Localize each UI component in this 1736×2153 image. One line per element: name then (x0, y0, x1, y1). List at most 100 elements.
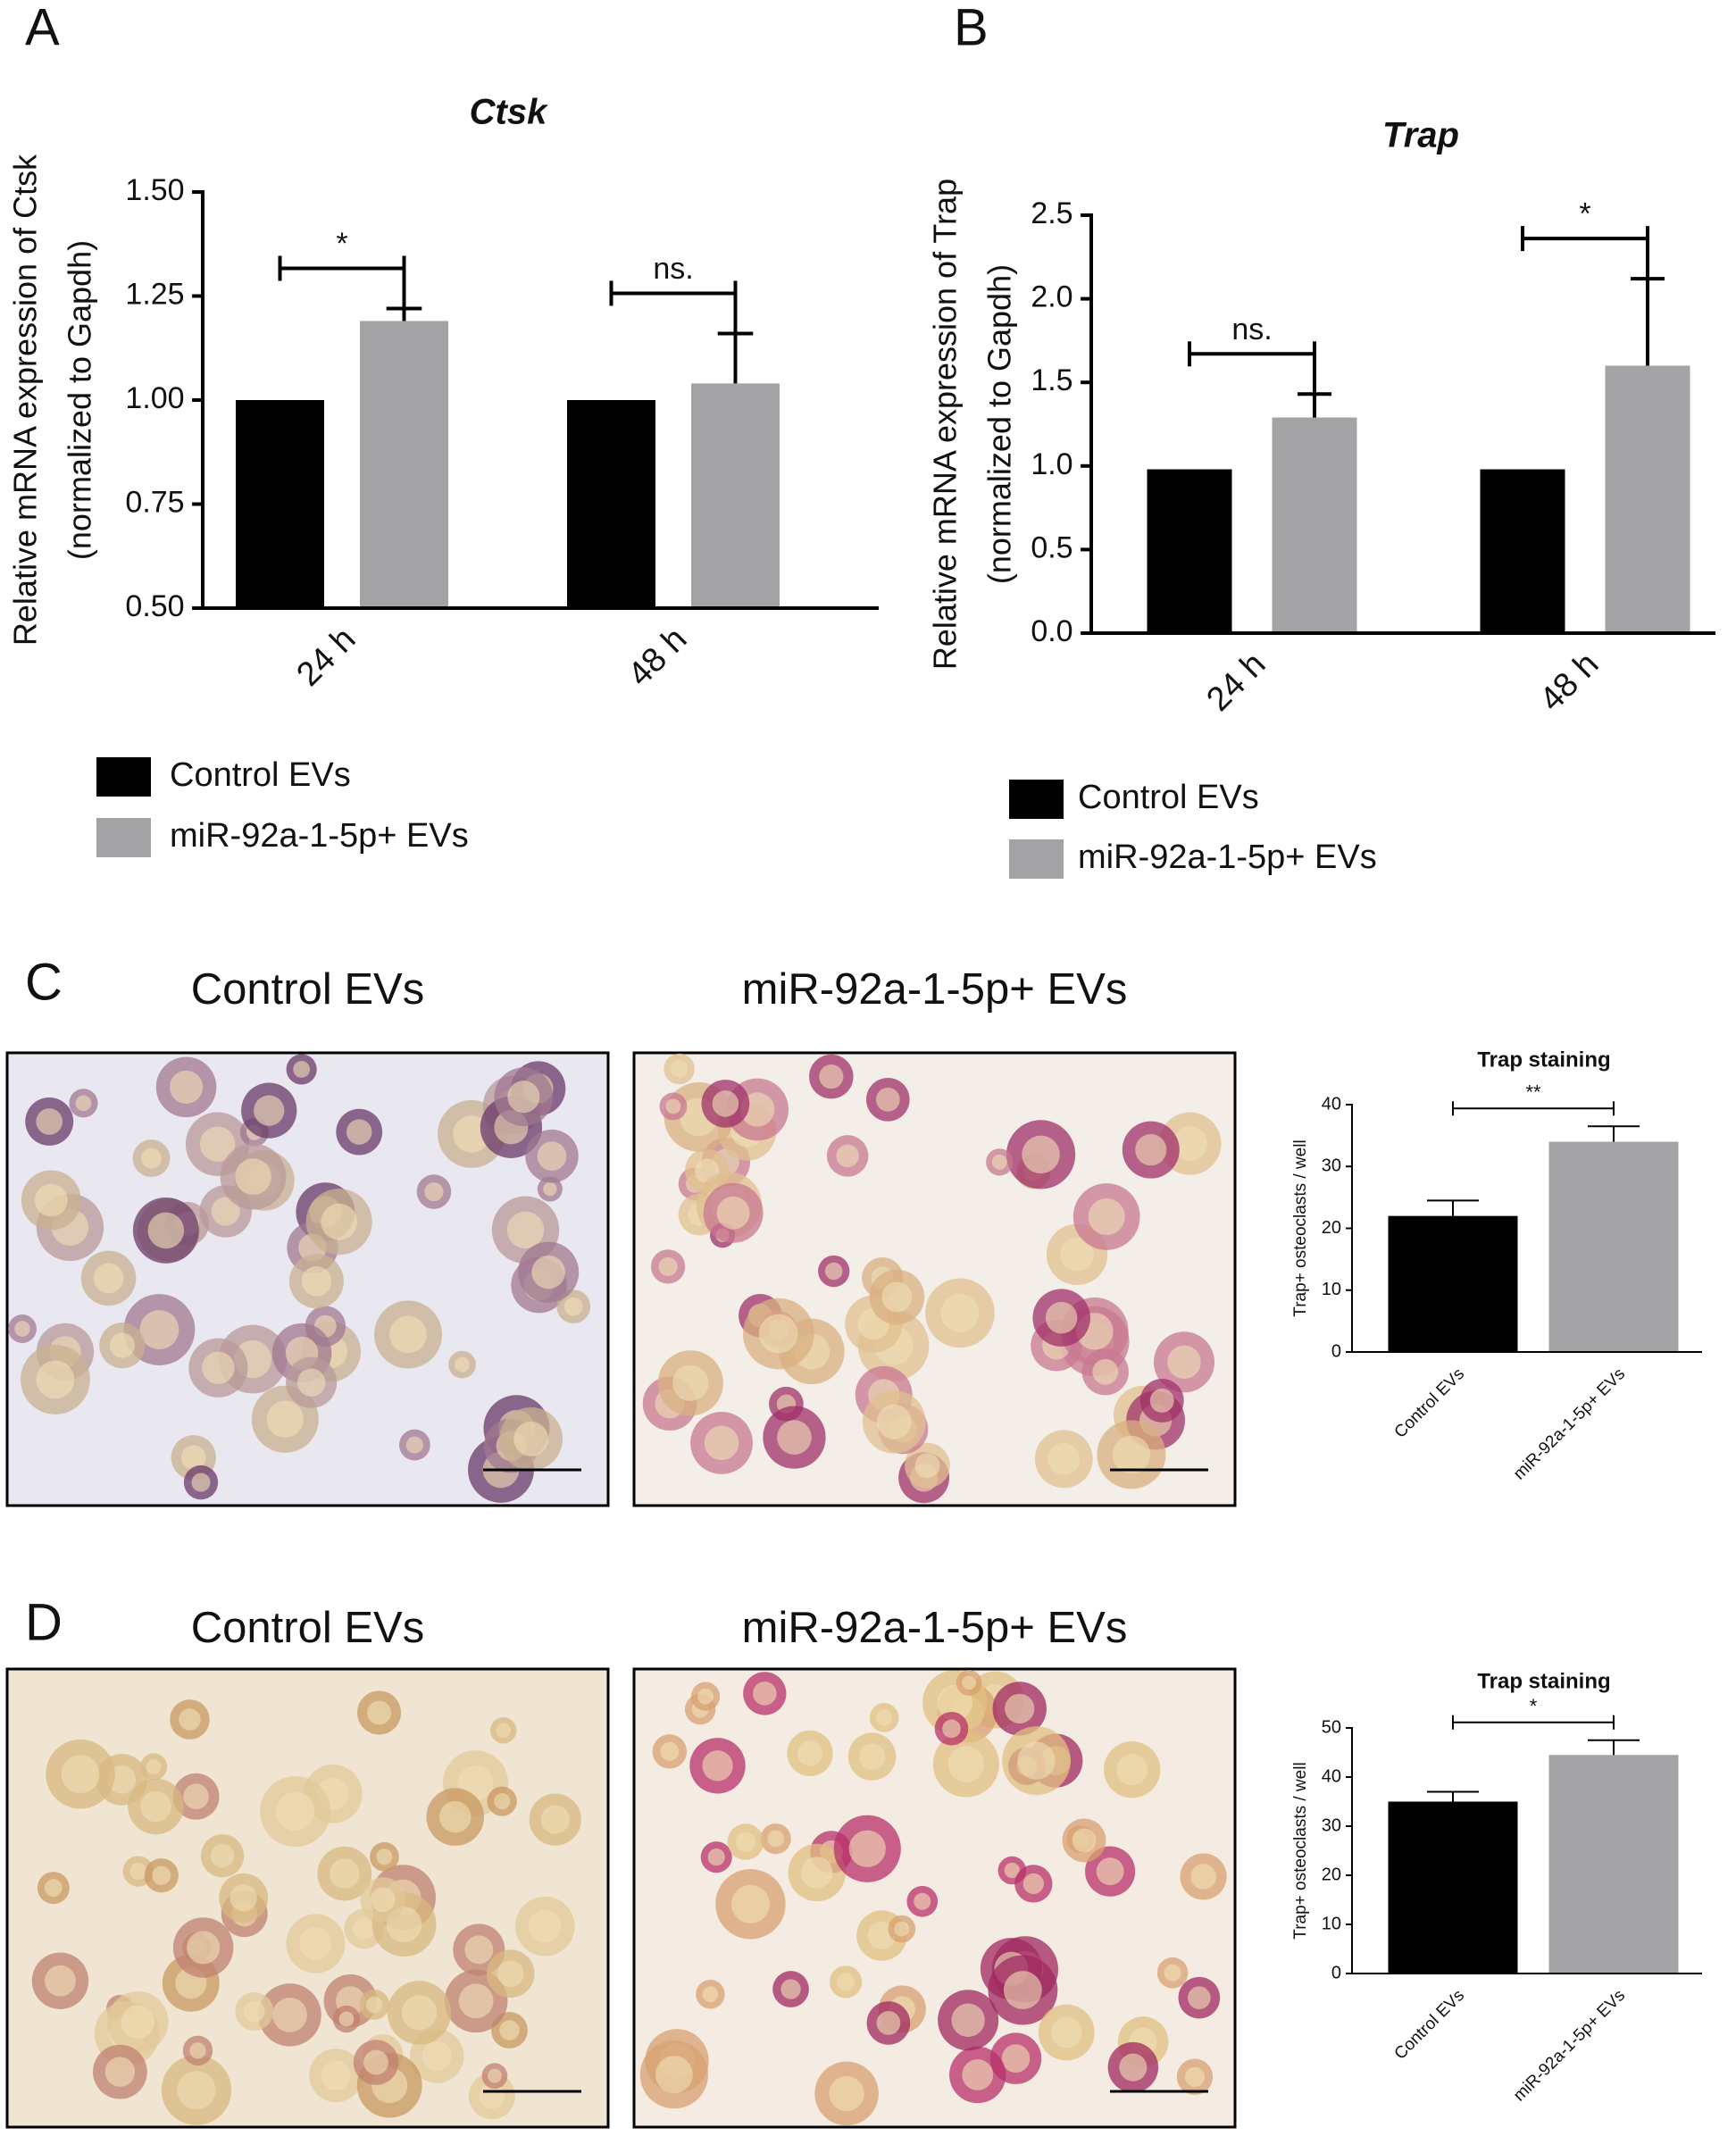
cell-nucleus (513, 1421, 549, 1456)
image-title: miR-92a-1-5p+ EVs (742, 1604, 1128, 1652)
cell-nucleus (1116, 1754, 1148, 1786)
cell-nucleus (129, 1863, 147, 1880)
y-axis-label: Trap+ osteoclasts / well (1291, 1762, 1310, 1939)
x-tick-label: Control EVs (1391, 1364, 1469, 1442)
cell-nucleus (1173, 1126, 1207, 1161)
y-tick-label: 0.5 (1031, 530, 1072, 564)
cell-nucleus (183, 1783, 209, 1809)
cell-nucleus (753, 1682, 777, 1706)
cell-nucleus (488, 2068, 502, 2083)
y-axis-label: Relative mRNA expression of Trap (927, 179, 964, 670)
cell-nucleus (177, 2071, 216, 2110)
cell-nucleus (199, 1126, 236, 1162)
cell-nucleus (531, 1255, 565, 1289)
cell-nucleus (202, 1351, 235, 1384)
cell-nucleus (848, 1830, 886, 1867)
y-tick-label: 2.0 (1031, 280, 1072, 314)
cell-nucleus (1167, 1345, 1201, 1380)
cell-nucleus (389, 1315, 427, 1354)
cell-nucleus (464, 1935, 494, 1965)
cell-nucleus (365, 1996, 383, 2014)
cell-nucleus (424, 1181, 444, 1202)
cell-nucleus (405, 1436, 423, 1454)
cell-nucleus (36, 1360, 75, 1399)
cell-nucleus (36, 1108, 63, 1135)
cell-nucleus (1022, 1873, 1044, 1895)
significance-label: * (1530, 1695, 1538, 1717)
cell-nucleus (211, 1197, 240, 1226)
y-tick-label: 1.50 (125, 173, 184, 207)
cell-nucleus (363, 2049, 388, 2075)
cell-nucleus (702, 1750, 733, 1782)
cell-nucleus (858, 1743, 886, 1770)
cell-nucleus (104, 2057, 136, 2087)
image-title: Control EVs (191, 1604, 424, 1652)
panel-label: B (954, 0, 989, 56)
cell-nucleus (836, 1144, 859, 1168)
y-axis-label: (normalized to Gapdh) (981, 264, 1018, 584)
cell-nucleus (497, 1960, 524, 1987)
cell-nucleus (824, 1262, 843, 1281)
cell-nucleus (338, 2011, 355, 2027)
y-tick-label: 10 (1322, 1914, 1341, 1933)
cell-nucleus (716, 1196, 750, 1230)
cell-nucleus (730, 1884, 771, 1924)
bar (1147, 469, 1232, 633)
x-tick-label: miR-92a-1-5p+ EVs (1510, 1364, 1629, 1483)
cell-nucleus (876, 2011, 901, 2035)
bar (1548, 1141, 1679, 1352)
x-tick-label: 48 h (1532, 646, 1606, 719)
cell-nucleus (1119, 2053, 1148, 2082)
cell-nucleus (187, 1931, 221, 1965)
cell-nucleus (894, 1921, 910, 1937)
y-tick-label: 0 (1331, 1963, 1341, 1982)
chart-title: Trap staining (1477, 1047, 1610, 1072)
cell-nucleus (321, 1203, 358, 1240)
bar (1605, 365, 1690, 633)
cell-nucleus (735, 1832, 756, 1852)
cell-nucleus (801, 1857, 833, 1889)
chart-title: Trap staining (1477, 1669, 1610, 1693)
bar (1480, 469, 1565, 633)
cell-nucleus (1047, 1442, 1081, 1475)
cell-nucleus (401, 1995, 438, 2031)
cell-nucleus (1135, 1134, 1167, 1166)
cell-nucleus (1072, 1828, 1097, 1853)
cell-nucleus (1149, 1388, 1174, 1413)
cell-nucleus (496, 1723, 511, 1738)
y-tick-label: 0.50 (125, 589, 184, 623)
cell-nucleus (563, 1297, 583, 1316)
cell-nucleus (876, 1404, 912, 1440)
image-title: Control EVs (191, 965, 424, 1014)
cell-nucleus (1003, 1971, 1042, 2009)
cell-nucleus (777, 1420, 812, 1455)
y-tick-label: 30 (1322, 1156, 1341, 1176)
y-tick-label: 40 (1322, 1766, 1341, 1786)
cell-nucleus (439, 1800, 472, 1833)
cell-nucleus (75, 1095, 92, 1112)
panel-label: C (25, 953, 63, 1011)
cell-nucleus (543, 1181, 557, 1197)
cell-nucleus (34, 1183, 68, 1217)
y-tick-label: 20 (1322, 1218, 1341, 1238)
cell-nucleus (697, 1688, 714, 1705)
legend-label: miR-92a-1-5p+ EVs (1078, 839, 1377, 876)
cell-nucleus (45, 1965, 76, 1997)
cell-nucleus (1022, 1135, 1060, 1174)
cell-nucleus (658, 1256, 678, 1276)
cell-nucleus (704, 1425, 739, 1461)
x-tick-label: miR-92a-1-5p+ EVs (1510, 1986, 1629, 2105)
cell-nucleus (672, 1364, 709, 1401)
legend-swatch (96, 818, 151, 857)
significance-label: ** (1525, 1081, 1541, 1104)
cell-nucleus (942, 1719, 961, 1739)
cell-nucleus (702, 1986, 719, 2003)
x-tick-label: 24 h (1199, 646, 1273, 719)
legend-swatch (1009, 780, 1064, 819)
x-tick-label: 48 h (621, 621, 694, 694)
cell-nucleus (758, 1314, 798, 1354)
cell-nucleus (881, 1281, 913, 1313)
cell-nucleus (1005, 1693, 1035, 1723)
